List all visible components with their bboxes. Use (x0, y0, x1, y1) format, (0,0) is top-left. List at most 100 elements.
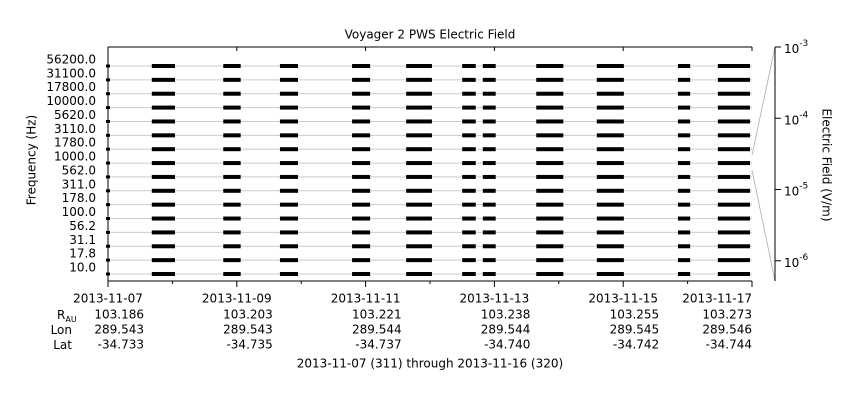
trace (223, 188, 241, 193)
trace (223, 174, 241, 179)
trace (482, 133, 496, 138)
ephemeris-value: -34.740 (484, 338, 530, 352)
channel-tick (106, 272, 110, 276)
trace (717, 272, 751, 276)
trace (536, 202, 564, 207)
trace (151, 77, 175, 82)
trace (536, 216, 564, 221)
trace (352, 91, 371, 96)
trace (536, 105, 564, 110)
trace (536, 161, 564, 166)
trace (279, 91, 298, 96)
channel-tick (106, 147, 110, 151)
trace (717, 216, 751, 221)
trace (406, 174, 432, 179)
trace (717, 244, 751, 249)
trace (223, 258, 241, 263)
trace (717, 77, 751, 82)
trace (151, 272, 175, 276)
trace (717, 202, 751, 207)
trace (151, 119, 175, 124)
trace (406, 91, 432, 96)
trace (406, 244, 432, 249)
trace (596, 133, 624, 138)
trace (151, 133, 175, 138)
trace (151, 188, 175, 193)
trace (223, 91, 241, 96)
trace (279, 77, 298, 82)
channel-tick (106, 161, 110, 165)
ephemeris-value: 289.543 (94, 323, 144, 337)
x-tick-label: 2013-11-11 (331, 292, 401, 306)
ephemeris-label-text: Lat (53, 338, 72, 352)
trace (677, 244, 691, 249)
trace (151, 230, 175, 235)
trace (279, 188, 298, 193)
scale-connector (751, 46, 776, 156)
channel-tick (106, 64, 110, 68)
trace (279, 174, 298, 179)
trace (462, 119, 476, 124)
y-tick-label: 31100.0 (46, 66, 96, 80)
trace (677, 133, 691, 138)
trace (223, 272, 241, 276)
trace (406, 272, 432, 276)
trace (352, 230, 371, 235)
trace (406, 230, 432, 235)
y-tick-label: 178.0 (62, 191, 96, 205)
trace (406, 188, 432, 193)
trace (151, 161, 175, 166)
trace (677, 258, 691, 263)
trace (223, 133, 241, 138)
ephemeris-value: 103.203 (223, 308, 273, 322)
trace (717, 188, 751, 193)
trace (677, 216, 691, 221)
ephemeris-label-sub: AU (65, 315, 76, 324)
y-axis-label: Frequency (Hz) (25, 115, 39, 206)
trace (352, 202, 371, 207)
channel-tick (106, 244, 110, 248)
trace (596, 161, 624, 166)
trace (717, 230, 751, 235)
ephemeris-value: -34.733 (98, 338, 144, 352)
trace (536, 174, 564, 179)
ephemeris-value: 289.545 (610, 323, 660, 337)
trace (406, 119, 432, 124)
trace (406, 105, 432, 110)
y-tick-label: 5620.0 (54, 108, 96, 122)
trace (536, 258, 564, 263)
trace (482, 91, 496, 96)
caption: 2013-11-07 (311) through 2013-11-16 (320… (297, 357, 563, 371)
trace (482, 161, 496, 166)
trace (352, 119, 371, 124)
ephemeris-value: -34.735 (226, 338, 272, 352)
trace (279, 119, 298, 124)
trace (406, 77, 432, 82)
trace (596, 119, 624, 124)
trace (536, 133, 564, 138)
trace (279, 230, 298, 235)
trace (223, 119, 241, 124)
channel-tick (106, 258, 110, 262)
trace (151, 91, 175, 96)
trace (462, 133, 476, 138)
ephemeris-value: 103.273 (702, 308, 752, 322)
trace (223, 230, 241, 235)
x-tick-label: 2013-11-13 (460, 292, 530, 306)
ephemeris-label-text: R (57, 308, 65, 322)
x-tick-label: 2013-11-09 (202, 292, 272, 306)
trace (279, 161, 298, 166)
ephemeris-value: 289.544 (481, 323, 531, 337)
trace (406, 202, 432, 207)
trace (462, 64, 476, 68)
scale-connector (751, 169, 776, 282)
trace (482, 105, 496, 110)
trace (223, 77, 241, 82)
trace (482, 230, 496, 235)
trace (462, 147, 476, 152)
trace (717, 91, 751, 96)
trace (482, 202, 496, 207)
trace (462, 105, 476, 110)
trace (223, 161, 241, 166)
